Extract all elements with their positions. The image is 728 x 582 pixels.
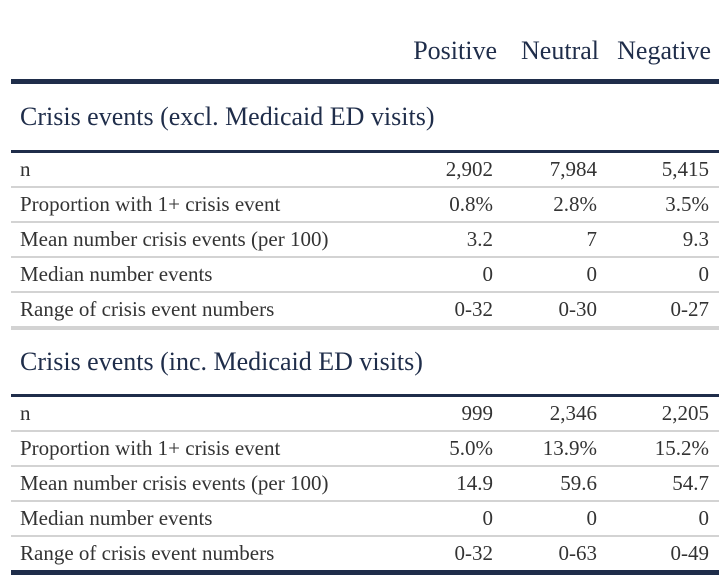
cell-neutral: 7,984 — [549, 157, 597, 181]
group-heading-row: Crisis events (inc. Medicaid ED visits) — [11, 326, 719, 397]
stub-header — [11, 0, 389, 84]
row-label: Mean number crisis events (per 100) — [11, 465, 389, 501]
table-row: Mean number crisis events (per 100) 3.2 … — [11, 221, 719, 257]
row-label: Range of crisis event numbers — [11, 291, 389, 328]
row-label: n — [20, 401, 31, 425]
row-label: Range of crisis event numbers — [11, 535, 389, 575]
cell-negative: 0 — [603, 500, 719, 536]
cell-negative: 15.2% — [603, 430, 719, 466]
cell-neutral: 13.9% — [499, 430, 603, 466]
cell-neutral: 59.6 — [499, 465, 603, 501]
cell-positive: 999 — [461, 401, 494, 425]
column-header-row: Positive Neutral Negative — [11, 0, 719, 84]
row-label: Mean number crisis events (per 100) — [11, 221, 389, 257]
table-row: n 2,902 7,984 5,415 — [11, 152, 719, 188]
cell-negative: 9.3 — [603, 221, 719, 257]
cell-neutral: 2.8% — [499, 186, 603, 222]
cell-neutral: 0 — [499, 500, 603, 536]
group-heading-row: Crisis events (excl. Medicaid ED visits) — [11, 81, 719, 153]
row-label: Median number events — [11, 256, 389, 292]
cell-positive: 5.0% — [389, 430, 499, 466]
table-row: Proportion with 1+ crisis event 5.0% 13.… — [11, 430, 719, 466]
table-row: Median number events 0 0 0 — [11, 500, 719, 536]
table-row: Mean number crisis events (per 100) 14.9… — [11, 465, 719, 501]
cell-positive: 2,902 — [445, 157, 493, 181]
cell-positive: 3.2 — [389, 221, 499, 257]
column-header-negative: Negative — [603, 0, 719, 84]
row-label: Proportion with 1+ crisis event — [11, 186, 389, 222]
table-row: n 999 2,346 2,205 — [11, 396, 719, 432]
table-row: Range of crisis event numbers 0-32 0-63 … — [11, 535, 719, 575]
table-row: Proportion with 1+ crisis event 0.8% 2.8… — [11, 186, 719, 222]
cell-negative: 0-27 — [603, 291, 719, 328]
cell-neutral: 7 — [499, 221, 603, 257]
cell-positive: 0.8% — [389, 186, 499, 222]
column-header-neutral: Neutral — [499, 0, 603, 84]
group-heading-excl-medicaid: Crisis events (excl. Medicaid ED visits) — [11, 81, 719, 153]
crisis-events-table: Positive Neutral Negative Crisis events … — [11, 0, 719, 575]
cell-negative: 3.5% — [603, 186, 719, 222]
table-row: Median number events 0 0 0 — [11, 256, 719, 292]
cell-negative: 0 — [603, 256, 719, 292]
column-header-positive: Positive — [389, 0, 499, 84]
table-row: Range of crisis event numbers 0-32 0-30 … — [11, 291, 719, 328]
cell-negative: 54.7 — [603, 465, 719, 501]
cell-positive: 0-32 — [389, 535, 499, 575]
cell-neutral: 0-63 — [499, 535, 603, 575]
row-label: n — [20, 157, 31, 181]
cell-positive: 14.9 — [389, 465, 499, 501]
group-heading-inc-medicaid: Crisis events (inc. Medicaid ED visits) — [11, 326, 719, 397]
row-label: Median number events — [11, 500, 389, 536]
cell-positive: 0 — [389, 256, 499, 292]
cell-neutral: 2,346 — [549, 401, 597, 425]
cell-negative: 0-49 — [603, 535, 719, 575]
cell-positive: 0-32 — [389, 291, 499, 328]
cell-neutral: 0 — [499, 256, 603, 292]
cell-neutral: 0-30 — [499, 291, 603, 328]
cell-negative: 2,205 — [661, 401, 709, 425]
cell-negative: 5,415 — [661, 157, 709, 181]
cell-positive: 0 — [389, 500, 499, 536]
row-label: Proportion with 1+ crisis event — [11, 430, 389, 466]
